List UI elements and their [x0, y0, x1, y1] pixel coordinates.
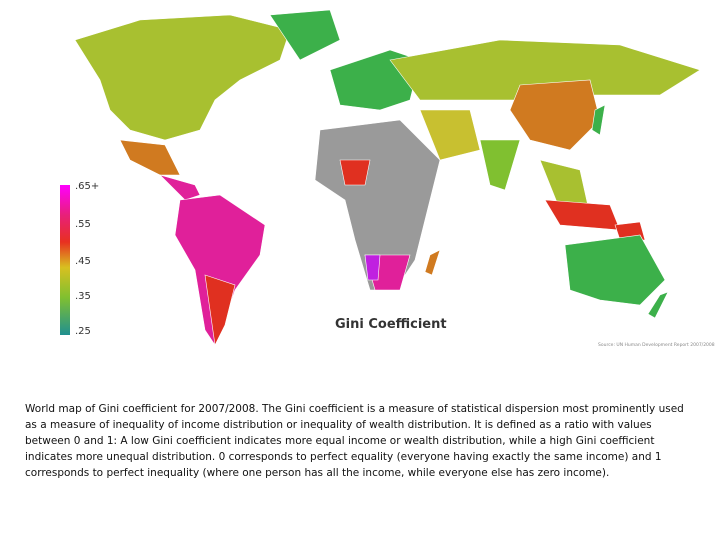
map: .65+ .55 .45 .35 .25 Gini Coefficient So…	[60, 9, 715, 348]
map-title: Gini Coefficient	[335, 317, 447, 332]
land	[74, 9, 701, 346]
legend-label: .25	[75, 326, 91, 337]
legend-label: .55	[75, 219, 91, 230]
map-source: Source: UN Human Development Report 2007…	[598, 342, 715, 348]
caption: World map of Gini coefficient for 2007/2…	[25, 403, 684, 479]
legend-label: .65+	[75, 181, 99, 192]
legend-label: .35	[75, 291, 91, 302]
legend-label: .45	[75, 256, 91, 267]
legend-scale	[60, 185, 70, 335]
